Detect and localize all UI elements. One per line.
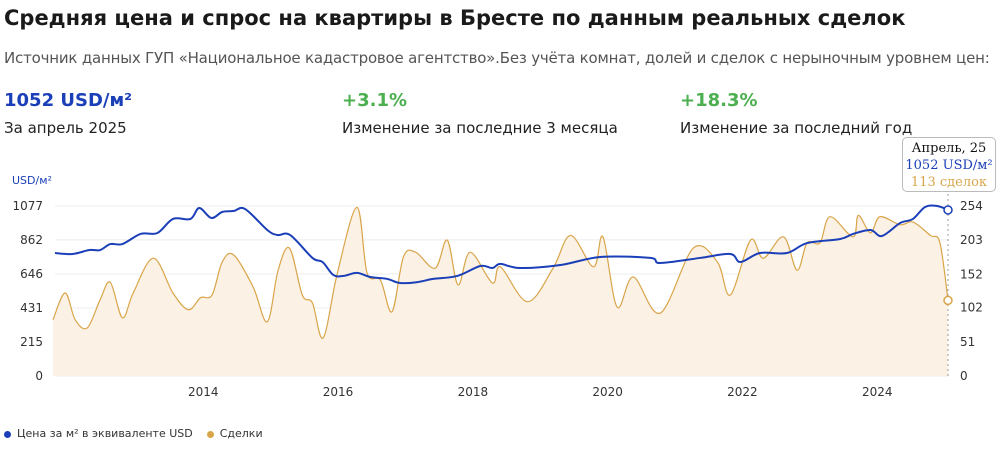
y-left-tick-label: 1077 <box>12 199 43 213</box>
x-tick-label: 2016 <box>323 385 354 399</box>
price-marker <box>943 205 953 215</box>
legend-dot-icon <box>4 430 11 438</box>
page-title: Средняя цена и спрос на квартиры в Брест… <box>4 6 906 30</box>
y-left-tick-label: 862 <box>20 233 43 247</box>
stat-year-change: +18.3% Изменение за последний год <box>680 90 912 137</box>
tooltip-date: Апрель, 25 <box>911 141 987 156</box>
stat-label: Изменение за последние 3 месяца <box>342 119 618 137</box>
stat-value: +18.3% <box>680 90 758 111</box>
y-right-tick-label: 152 <box>960 267 983 281</box>
y-left-tick-label: 646 <box>20 267 43 281</box>
tooltip-deals: 113 сделок <box>910 175 988 190</box>
deals-marker <box>943 295 953 306</box>
chart-tooltip: Апрель, 25 1052 USD/м² 113 сделок <box>902 137 996 192</box>
stat-3-month-change: +3.1% Изменение за последние 3 месяца <box>342 90 618 137</box>
legend-item-price[interactable]: Цена за м² в эквиваленте USD <box>4 427 193 440</box>
stat-label: За апрель 2025 <box>4 119 127 137</box>
left-axis-label: USD/м² <box>12 174 52 187</box>
x-tick-label: 2014 <box>188 385 219 399</box>
deals-area <box>52 207 949 376</box>
stat-value: +3.1% <box>342 90 408 111</box>
price-line <box>54 204 949 285</box>
chart-legend: Цена за м² в эквиваленте USD Сделки <box>4 427 263 440</box>
x-tick-label: 2022 <box>727 385 758 399</box>
y-left-tick-label: 0 <box>35 369 43 383</box>
x-tick-label: 2018 <box>458 385 489 399</box>
x-tick-label: 2024 <box>862 385 893 399</box>
legend-label: Сделки <box>219 427 263 440</box>
legend-label: Цена за м² в эквиваленте USD <box>17 427 193 440</box>
y-right-tick-label: 102 <box>960 301 983 315</box>
tooltip-price: 1052 USD/м² <box>905 158 993 173</box>
x-tick-label: 2020 <box>592 385 623 399</box>
legend-dot-icon <box>206 430 214 438</box>
y-right-tick-label: 203 <box>960 233 983 247</box>
y-left-tick-label: 215 <box>20 335 43 349</box>
stat-value: 1052 USD/м² <box>4 90 133 111</box>
legend-item-deals[interactable]: Сделки <box>206 427 263 440</box>
deals-line <box>52 206 949 339</box>
price-deals-chart[interactable]: USD/м² 0 0 215 51 431 102 646 152 862 203 1077 254 20… <box>0 160 1000 420</box>
y-right-tick-label: 254 <box>960 199 983 213</box>
page-subtitle: Источник данных ГУП «Национальное кадаст… <box>4 49 990 67</box>
y-left-tick-label: 431 <box>20 301 43 315</box>
stat-label: Изменение за последний год <box>680 119 913 137</box>
y-right-tick-label: 0 <box>960 369 968 383</box>
stat-current-price: 1052 USD/м² За апрель 2025 <box>4 90 132 137</box>
y-right-tick-label: 51 <box>960 335 975 349</box>
